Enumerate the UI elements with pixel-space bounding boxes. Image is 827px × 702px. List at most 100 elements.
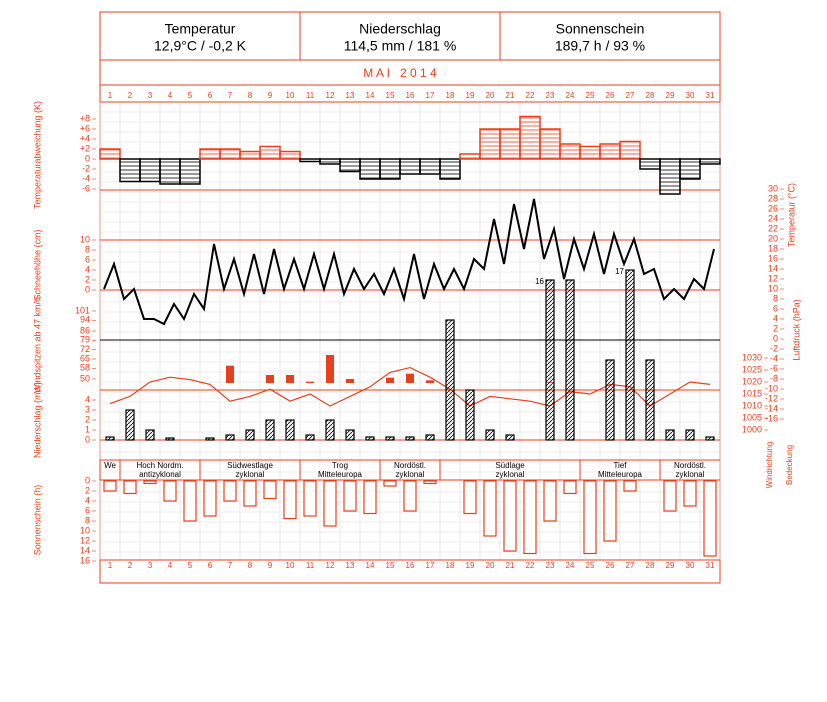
precip-bar bbox=[405, 436, 415, 441]
y-tick-label: 14 bbox=[80, 545, 90, 555]
header-label: Niederschlag bbox=[359, 21, 441, 37]
day-label: 21 bbox=[506, 91, 515, 100]
sunshine-bar bbox=[383, 480, 397, 487]
y-tick-label: 4 bbox=[85, 394, 90, 404]
sunshine-bar bbox=[523, 480, 537, 555]
chart-title: M A I 2 0 1 4 bbox=[363, 66, 437, 80]
y-tick-label: 4 bbox=[85, 495, 90, 505]
y-tick-label: 4 bbox=[773, 313, 778, 323]
day-label: 16 bbox=[406, 91, 415, 100]
header-value: 12,9°C / -0,2 K bbox=[154, 38, 247, 54]
y-tick-label: 1025 bbox=[742, 364, 762, 374]
day-label: 17 bbox=[426, 91, 435, 100]
y-tick-label: 4 bbox=[85, 264, 90, 274]
day-label: 20 bbox=[486, 561, 495, 570]
anomaly-bar bbox=[679, 158, 701, 180]
day-label: 2 bbox=[128, 561, 133, 570]
day-label: 13 bbox=[346, 91, 355, 100]
y-tick-label: 26 bbox=[768, 203, 778, 213]
anomaly-bar bbox=[99, 148, 121, 160]
day-label: 3 bbox=[148, 561, 153, 570]
precip-bar bbox=[245, 429, 255, 441]
y-tick-label: 72 bbox=[80, 344, 90, 354]
y-tick-label: -8 bbox=[770, 373, 778, 383]
anomaly-bar bbox=[519, 115, 541, 160]
y-tick-label: 18 bbox=[768, 243, 778, 253]
sunshine-bar bbox=[303, 480, 317, 517]
weather-type: Nordöstl. zyklonal bbox=[674, 461, 706, 479]
precip-bar bbox=[225, 434, 235, 441]
day-label: 14 bbox=[366, 91, 375, 100]
y-tick-label: 1010 bbox=[742, 400, 762, 410]
axis-label: Windspitzen ab 47 km/h bbox=[32, 297, 42, 393]
y-tick-label: 28 bbox=[768, 193, 778, 203]
day-label: 31 bbox=[706, 561, 715, 570]
weather-type: Nordöstl. zyklonal bbox=[394, 461, 426, 479]
day-label: 20 bbox=[486, 91, 495, 100]
day-label: 11 bbox=[306, 91, 315, 100]
weather-type: We bbox=[104, 461, 116, 470]
y-tick-label: 12 bbox=[80, 535, 90, 545]
axis-label: Niederschlag (mm) bbox=[32, 382, 42, 458]
sunshine-bar bbox=[103, 480, 117, 492]
y-tick-label: 10 bbox=[768, 283, 778, 293]
day-label: 4 bbox=[168, 91, 173, 100]
y-tick-label: 86 bbox=[80, 325, 90, 335]
sunshine-bar bbox=[143, 480, 157, 485]
sunshine-bar bbox=[603, 480, 617, 542]
sunshine-bar bbox=[343, 480, 357, 512]
y-tick-label: 20 bbox=[768, 233, 778, 243]
y-tick-label: 65 bbox=[80, 353, 90, 363]
gust-bar bbox=[406, 373, 414, 383]
value-label: 17 bbox=[615, 267, 624, 276]
gust-bar bbox=[426, 380, 434, 383]
anomaly-bar bbox=[279, 150, 301, 160]
day-label: 30 bbox=[686, 91, 695, 100]
anomaly-bar bbox=[699, 158, 721, 165]
day-label: 23 bbox=[546, 561, 555, 570]
day-label: 29 bbox=[666, 91, 675, 100]
day-label: 13 bbox=[346, 561, 355, 570]
day-label: 21 bbox=[506, 561, 515, 570]
day-label: 7 bbox=[228, 561, 233, 570]
anomaly-bar bbox=[439, 158, 461, 180]
day-label: 1 bbox=[108, 91, 113, 100]
day-label: 26 bbox=[606, 91, 615, 100]
day-label: 6 bbox=[208, 561, 213, 570]
y-tick-label: 1015 bbox=[742, 388, 762, 398]
day-label: 24 bbox=[566, 91, 575, 100]
sunshine-bar bbox=[403, 480, 417, 512]
y-tick-label: -2 bbox=[770, 343, 778, 353]
precip-bar bbox=[425, 434, 435, 441]
day-label: 18 bbox=[446, 561, 455, 570]
precip-bar bbox=[685, 429, 695, 441]
y-tick-label: -6 bbox=[82, 183, 90, 193]
anomaly-bar bbox=[579, 145, 601, 160]
y-tick-label: 6 bbox=[85, 254, 90, 264]
anomaly-bar bbox=[199, 148, 221, 160]
sunshine-bar bbox=[683, 480, 697, 507]
gust-bar bbox=[306, 381, 314, 383]
day-label: 30 bbox=[686, 561, 695, 570]
day-label: 27 bbox=[626, 91, 635, 100]
gust-bar bbox=[326, 355, 334, 383]
anomaly-bar bbox=[419, 158, 441, 175]
day-label: 23 bbox=[546, 91, 555, 100]
anomaly-bar bbox=[499, 128, 521, 160]
gust-bar bbox=[286, 375, 294, 383]
weather-type: Tief Mitteleuropa bbox=[598, 461, 643, 479]
anomaly-bar bbox=[159, 158, 181, 185]
y-tick-label: 2 bbox=[85, 274, 90, 284]
gust-bar bbox=[386, 377, 394, 383]
day-label: 28 bbox=[646, 561, 655, 570]
precip-bar bbox=[465, 389, 475, 441]
header: Temperatur 12,9°C / -0,2 K Niederschlag … bbox=[154, 12, 645, 60]
y-tick-label: -6 bbox=[770, 363, 778, 373]
axis-label: Bedeckung bbox=[785, 445, 794, 485]
y-tick-label: 1020 bbox=[742, 376, 762, 386]
sunshine-bar bbox=[223, 480, 237, 502]
y-tick-label: 14 bbox=[768, 263, 778, 273]
y-tick-label: 94 bbox=[80, 315, 90, 325]
y-tick-label: +4 bbox=[80, 133, 90, 143]
anomaly-bar bbox=[539, 128, 561, 160]
